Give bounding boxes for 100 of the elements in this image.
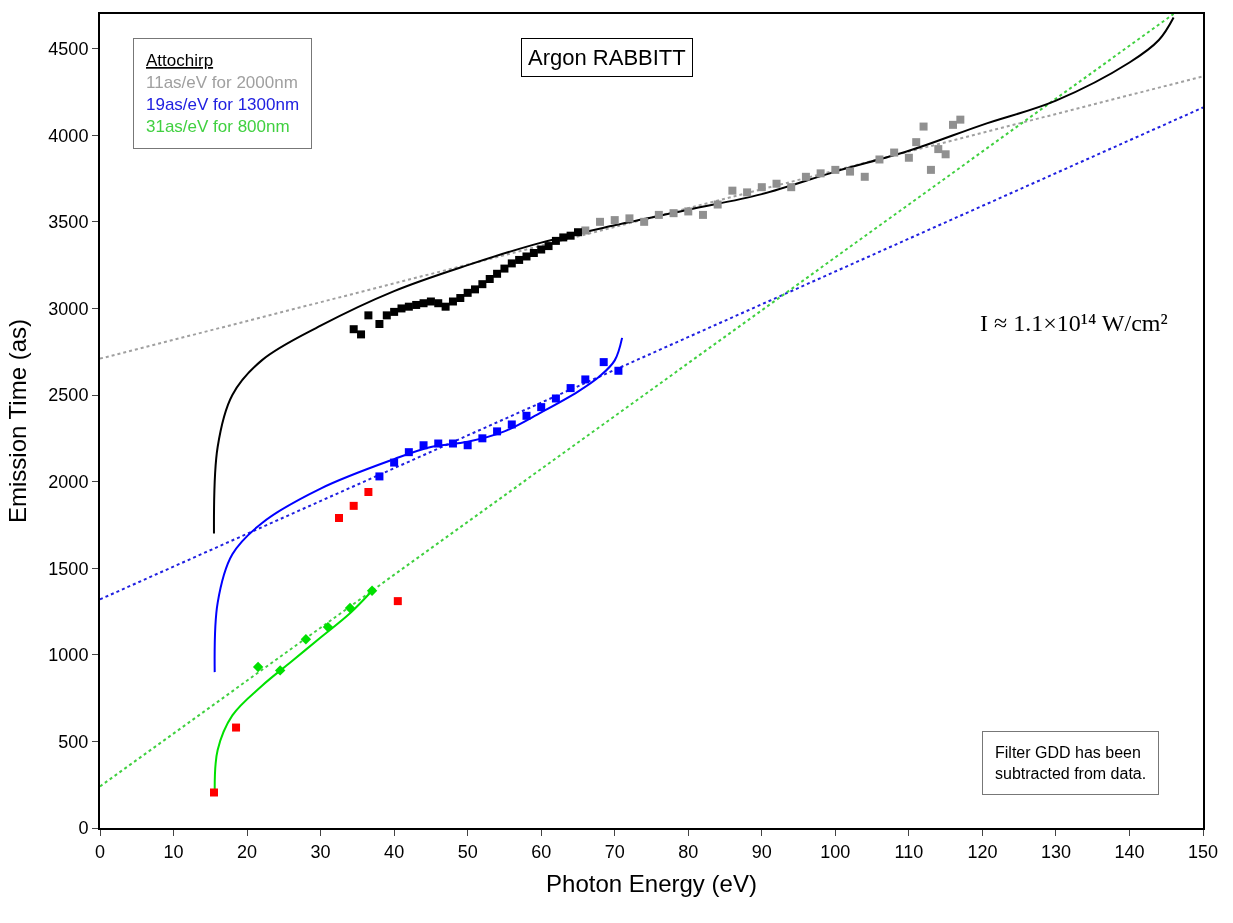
x-tick-label: 90 <box>751 841 772 862</box>
point <box>860 172 869 181</box>
point <box>743 188 752 197</box>
point <box>364 488 373 497</box>
point <box>581 226 590 235</box>
point <box>698 210 707 219</box>
point <box>456 294 465 303</box>
y-tick-label: 1000 <box>48 645 89 666</box>
x-tick-label: 60 <box>531 841 552 862</box>
point <box>846 167 855 176</box>
point <box>382 311 391 320</box>
point <box>537 245 546 254</box>
x-tick-label: 140 <box>1114 841 1145 862</box>
x-tick-label: 0 <box>94 841 106 862</box>
point <box>274 665 286 676</box>
point <box>614 366 623 375</box>
annotation: I ≈ 1.1×10¹⁴ W/cm² <box>980 310 1168 336</box>
point <box>890 148 899 157</box>
x-tick-label: 70 <box>604 841 625 862</box>
point <box>434 299 443 308</box>
point <box>684 207 693 216</box>
point <box>537 403 546 412</box>
point <box>934 145 943 154</box>
point <box>300 634 312 645</box>
point <box>349 501 358 510</box>
point <box>912 138 921 147</box>
point <box>334 513 343 522</box>
point <box>364 311 373 320</box>
point <box>772 179 781 188</box>
x-tick-label: 10 <box>163 841 184 862</box>
y-tick-label: 4000 <box>48 125 89 146</box>
point <box>801 172 810 181</box>
x-tick-label: 130 <box>1040 841 1071 862</box>
point <box>559 233 568 242</box>
point <box>507 420 516 429</box>
x-tick-label: 80 <box>678 841 699 862</box>
x-tick-label: 40 <box>384 841 405 862</box>
point <box>463 441 472 450</box>
point <box>344 602 356 614</box>
point <box>493 427 502 436</box>
point <box>919 122 928 131</box>
x-tick-label: 120 <box>967 841 998 862</box>
point <box>522 252 531 261</box>
point <box>404 302 413 311</box>
point <box>397 304 406 313</box>
point <box>926 165 935 174</box>
point <box>434 439 443 448</box>
point <box>390 458 399 467</box>
legend-title: Attochirp <box>146 51 214 70</box>
point <box>551 394 560 403</box>
point <box>875 155 884 164</box>
point <box>551 236 560 245</box>
point <box>787 183 796 192</box>
point <box>471 285 480 294</box>
line-series <box>213 336 624 674</box>
x-tick-label: 110 <box>894 841 924 862</box>
point <box>566 231 575 240</box>
point <box>544 242 553 251</box>
point <box>816 169 825 178</box>
text: 19as/eV for 1300nm <box>146 95 300 115</box>
point <box>375 320 384 329</box>
point <box>493 269 502 278</box>
x-axis-title: Photon Energy (eV) <box>546 870 757 898</box>
text: 31as/eV for 800nm <box>146 117 290 137</box>
point <box>573 228 582 237</box>
point <box>522 411 531 420</box>
point <box>956 115 965 124</box>
point <box>322 621 334 633</box>
point <box>948 120 957 129</box>
point <box>500 264 509 273</box>
point <box>390 307 399 316</box>
point <box>448 297 457 306</box>
y-tick-label: 3500 <box>48 212 89 233</box>
point <box>640 217 649 226</box>
point <box>515 255 524 264</box>
y-tick-label: 500 <box>58 731 89 752</box>
point <box>478 280 487 289</box>
x-tick-label: 20 <box>237 841 258 862</box>
text: 11as/eV for 2000nm <box>146 73 298 93</box>
point <box>507 259 516 268</box>
y-tick-label: 0 <box>78 818 89 839</box>
x-tick-label: 30 <box>310 841 331 862</box>
point <box>757 183 766 192</box>
point <box>478 434 487 443</box>
point <box>448 439 457 448</box>
x-tick-label: 50 <box>457 841 478 862</box>
y-axis-title: Emission Time (as) <box>3 318 31 524</box>
point <box>654 210 663 219</box>
y-tick-label: 3000 <box>48 298 89 319</box>
y-tick-label: 4500 <box>48 38 89 59</box>
point <box>393 597 402 606</box>
point <box>252 661 264 673</box>
text: Argon RABBITT <box>528 45 686 70</box>
point <box>941 150 950 159</box>
point <box>529 249 538 257</box>
point <box>419 441 428 450</box>
y-tick-label: 2000 <box>48 471 89 492</box>
point <box>349 325 358 334</box>
point <box>485 274 494 283</box>
point <box>581 375 590 384</box>
